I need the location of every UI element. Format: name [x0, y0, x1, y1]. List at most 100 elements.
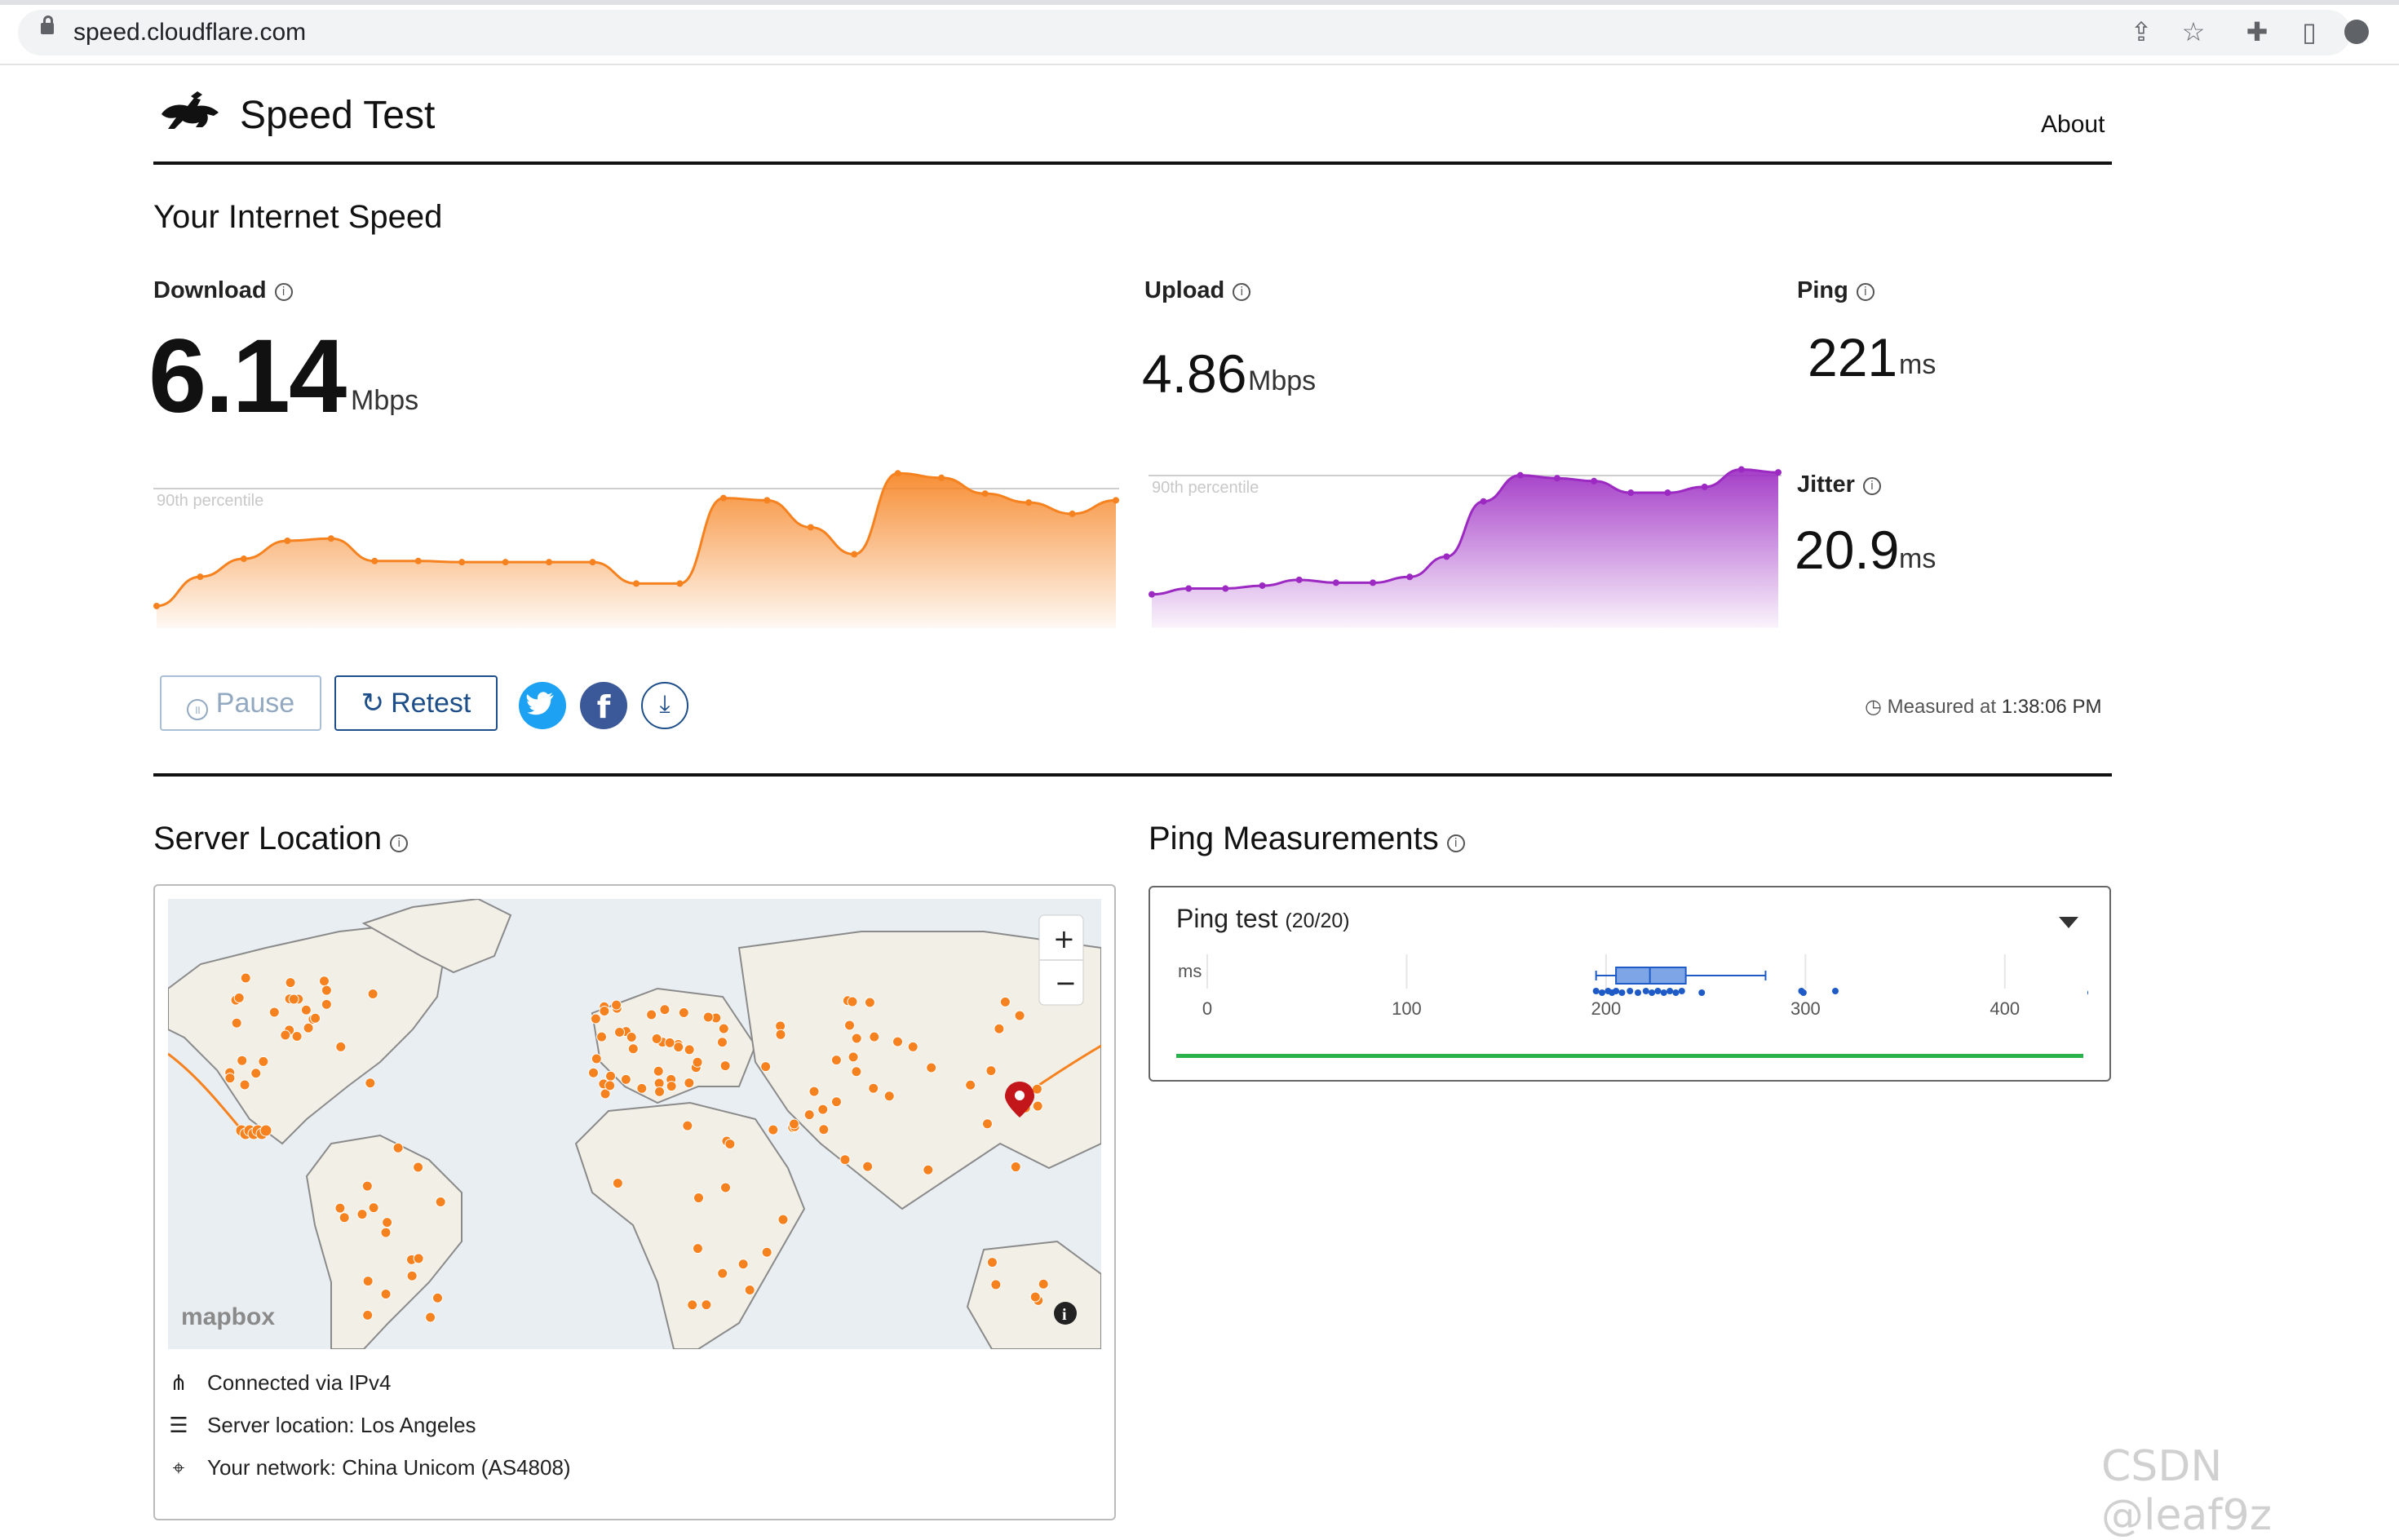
datacenter-dot	[923, 1164, 934, 1175]
chevron-down-icon[interactable]	[2059, 917, 2078, 928]
datacenter-dot	[692, 1243, 703, 1255]
server-location-info: ☰ Server location: Los Angeles	[166, 1413, 476, 1438]
url-text[interactable]: speed.cloudflare.com	[73, 19, 307, 46]
download-results-button[interactable]: ⤓	[641, 682, 688, 729]
datacenter-dot	[768, 1124, 779, 1135]
datacenter-dot	[692, 1056, 703, 1068]
chart-point	[371, 557, 378, 564]
lock-icon[interactable]	[41, 15, 54, 34]
chart-point	[1295, 576, 1303, 583]
about-link[interactable]: About	[2041, 111, 2105, 138]
ping-test-header: Ping test (20/20)	[1176, 904, 1350, 934]
upload-unit: Mbps	[1248, 365, 1317, 396]
share-icon[interactable]: ⇪	[2130, 17, 2153, 46]
ping-point	[2087, 990, 2088, 995]
twitter-share-button[interactable]	[519, 682, 566, 729]
datacenter-dot	[808, 1086, 820, 1097]
extensions-icon[interactable]: ✚	[2246, 17, 2268, 46]
datacenter-dot	[611, 999, 622, 1011]
info-icon[interactable]: i	[1862, 477, 1881, 495]
chart-point	[240, 555, 247, 563]
datacenter-dot	[300, 1004, 312, 1016]
datacenter-dot	[361, 1180, 373, 1192]
datacenter-dot	[240, 972, 251, 984]
chart-point	[1553, 475, 1560, 482]
info-icon[interactable]: i	[1233, 283, 1251, 301]
datacenter-dot	[646, 1009, 657, 1020]
datacenter-dot	[830, 1055, 842, 1066]
ping-label: Ping i	[1797, 277, 1874, 304]
chart-point	[1480, 498, 1487, 505]
server-location-text: Server location: Los Angeles	[207, 1413, 476, 1437]
ping-tick-labels: 0 100 200 300 400	[1202, 998, 2020, 1019]
chart-point	[1516, 471, 1524, 479]
datacenter-dot	[259, 1124, 272, 1137]
jitter-unit: ms	[1899, 543, 1936, 574]
profile-icon[interactable]	[2344, 20, 2369, 44]
pause-button[interactable]: ॥ Pause	[160, 675, 321, 731]
sidepanel-icon[interactable]: ▯	[2302, 17, 2317, 46]
datacenter-dot	[288, 993, 299, 1005]
datacenter-dot	[994, 1023, 1005, 1034]
datacenter-dot	[605, 1070, 617, 1082]
datacenter-dot	[892, 1036, 904, 1047]
datacenter-dot	[999, 996, 1011, 1007]
mapbox-attribution[interactable]: mapbox	[181, 1303, 275, 1330]
datacenter-dot	[744, 1285, 755, 1296]
datacenter-dot	[435, 1196, 446, 1207]
ping-progress-bar	[1176, 1054, 2083, 1058]
info-icon[interactable]: i	[390, 834, 409, 852]
chart-point	[284, 537, 291, 544]
datacenter-dot	[803, 1109, 815, 1121]
chart-point	[546, 559, 553, 566]
datacenter-dot	[588, 1067, 600, 1078]
info-icon[interactable]: i	[274, 283, 293, 301]
datacenter-dot	[651, 1033, 662, 1044]
chart-point	[1701, 483, 1708, 490]
datacenter-dot	[425, 1312, 436, 1323]
datacenter-dot	[678, 1007, 689, 1018]
server-map[interactable]: mapbox i + −	[168, 899, 1101, 1349]
twitter-icon	[526, 692, 554, 715]
network-text: Your network: China Unicom (AS4808)	[207, 1455, 571, 1480]
ping-point	[1698, 989, 1706, 996]
datacenter-dot	[368, 1202, 379, 1214]
ping-point	[1613, 988, 1620, 994]
measured-prefix: Measured at	[1887, 696, 1997, 718]
datacenter-dot	[365, 1078, 376, 1089]
connection-info: ⋔ Connected via IPv4	[166, 1370, 391, 1396]
datacenter-dot	[321, 998, 332, 1010]
datacenter-dot	[687, 1299, 698, 1311]
info-icon[interactable]: i	[1856, 283, 1874, 301]
datacenter-dot	[367, 988, 378, 999]
datacenter-dot	[724, 1138, 736, 1149]
datacenter-dot	[382, 1217, 393, 1228]
map-info-icon[interactable]	[1054, 1302, 1077, 1325]
datacenter-dot	[303, 1022, 314, 1033]
ping-point	[1642, 988, 1649, 994]
star-icon[interactable]: ☆	[2181, 17, 2206, 46]
datacenter-dot	[862, 1161, 874, 1172]
chart-point	[1113, 497, 1119, 504]
info-icon[interactable]: i	[1446, 834, 1465, 852]
datacenter-dot	[239, 1079, 250, 1091]
ping-label-text: Ping	[1797, 277, 1848, 303]
datacenter-dot	[318, 976, 330, 987]
facebook-share-button[interactable]: f	[580, 682, 627, 729]
chart-area	[157, 473, 1116, 628]
ping-point	[1666, 988, 1674, 994]
retest-button[interactable]: ↻ Retest	[334, 675, 498, 731]
address-bar[interactable]: speed.cloudflare.com	[18, 10, 2351, 55]
chart-point	[1149, 591, 1155, 598]
jitter-label-text: Jitter	[1797, 471, 1855, 498]
zoom-in-button[interactable]: +	[1053, 923, 1075, 954]
server-location-title: Server Location	[153, 821, 383, 856]
chart-point	[1222, 585, 1229, 592]
datacenter-dot	[760, 1061, 772, 1073]
zoom-out-button[interactable]: −	[1055, 967, 1077, 998]
datacenter-dot	[636, 1082, 648, 1094]
datacenter-dot	[851, 1066, 862, 1078]
ping-test-card[interactable]	[1149, 886, 2111, 1082]
chart-point	[1370, 579, 1377, 586]
datacenter-dot	[413, 1162, 424, 1173]
